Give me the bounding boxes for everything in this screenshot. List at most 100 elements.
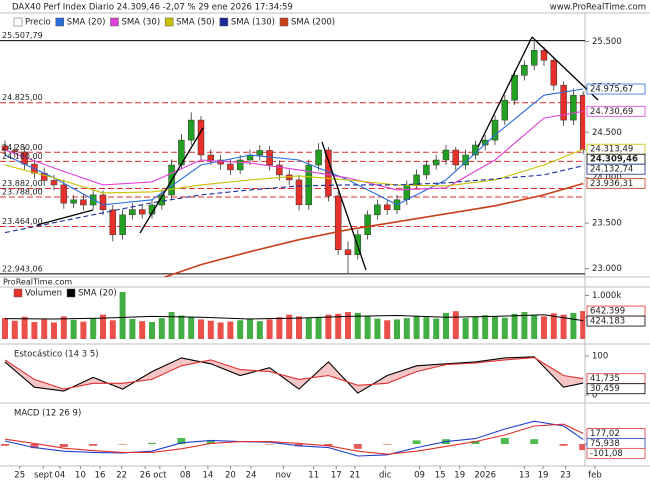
legend-label: SMA (30) xyxy=(121,18,160,28)
x-tick-label: dic xyxy=(379,471,392,481)
legend-swatch xyxy=(66,288,76,298)
volume-bar xyxy=(207,320,214,339)
histogram-bar xyxy=(265,444,274,445)
volume-bar xyxy=(511,313,518,339)
volume-bar xyxy=(364,316,371,339)
indicator-line xyxy=(4,110,584,191)
macd-plot xyxy=(1,420,585,457)
volume-bar xyxy=(443,312,449,339)
volume-bar xyxy=(139,321,146,339)
indicator-line xyxy=(4,423,584,455)
x-tick-label: 17 xyxy=(331,471,342,481)
volume-bar xyxy=(570,312,577,339)
histogram-bar xyxy=(295,444,303,447)
volume-bar xyxy=(237,320,244,339)
level-label: 22.943,06 xyxy=(2,264,43,273)
candle-body xyxy=(305,164,313,206)
histogram-bar xyxy=(559,444,568,446)
histogram-bar xyxy=(383,444,392,445)
volume-bar xyxy=(90,318,97,339)
volume-bar xyxy=(541,316,547,339)
candle-body xyxy=(109,209,117,235)
candle-body xyxy=(276,164,283,176)
volume-bar xyxy=(11,320,18,339)
indicator-line xyxy=(4,356,584,394)
candle-body xyxy=(521,65,528,76)
volume-bar xyxy=(178,315,185,339)
candle-body xyxy=(158,194,166,206)
volume-bar xyxy=(149,322,155,339)
y-tick-label: 100 xyxy=(592,352,608,362)
candle-body xyxy=(227,163,234,171)
candle-body xyxy=(295,179,303,206)
level-label: 23.788,00 xyxy=(2,188,43,197)
trend-line xyxy=(477,36,533,148)
x-tick-label: 2026 xyxy=(474,471,496,481)
volume-bar xyxy=(354,312,361,339)
volume-bar xyxy=(100,314,106,339)
candle-body xyxy=(501,99,509,121)
trend-line xyxy=(321,141,367,271)
x-tick-label: 26 xyxy=(140,471,151,481)
volume-bar xyxy=(60,316,67,339)
value-label: 24.132,74 xyxy=(590,165,633,175)
candle-body xyxy=(364,214,371,235)
x-tick-label: oct xyxy=(153,471,167,481)
candle-body xyxy=(481,139,489,146)
value-label: 24.730,69 xyxy=(590,107,633,117)
histogram-bar xyxy=(148,442,156,444)
volume-bar xyxy=(521,312,528,339)
indicator-line xyxy=(4,88,584,206)
histogram-bar xyxy=(1,444,9,446)
legend-label: SMA (130) xyxy=(231,18,275,28)
volume-bar xyxy=(168,312,175,339)
x-tick-label: 13 xyxy=(519,471,530,481)
volume-bar xyxy=(119,292,126,339)
level-label: 24.825,00 xyxy=(2,93,43,102)
x-tick-label: 24 xyxy=(246,471,257,481)
candle-body xyxy=(530,50,538,66)
y-tick-label: 25.500 xyxy=(592,37,622,47)
value-box xyxy=(586,383,646,395)
indicator-line xyxy=(162,182,584,277)
candle-body xyxy=(60,184,68,204)
x-tick-label: 04 xyxy=(54,471,65,481)
volume-bar xyxy=(286,314,293,339)
volume-bar xyxy=(305,318,312,339)
y-tick-label: 0 xyxy=(592,391,597,401)
candle-body xyxy=(403,184,411,201)
volume-bar xyxy=(129,319,136,339)
candle-body xyxy=(80,199,87,206)
value-label: -101,08 xyxy=(590,449,623,459)
y-tick-label: 24.500 xyxy=(592,128,622,138)
x-tick-label: 25 xyxy=(14,471,25,481)
x-tick-label: 22 xyxy=(116,471,127,481)
value-label: 41,735 xyxy=(590,374,620,384)
candle-body xyxy=(550,60,558,86)
candle-body xyxy=(560,84,567,121)
volume-bar xyxy=(501,317,508,339)
volume-bar xyxy=(550,313,557,339)
level-label: 24.180,00 xyxy=(2,152,43,161)
trend-line xyxy=(139,127,204,234)
histogram-bar xyxy=(530,439,539,444)
value-label: 177,02 xyxy=(590,429,620,439)
volume-bar xyxy=(41,319,48,339)
value-label: 642.399 xyxy=(590,307,625,317)
candle-body xyxy=(413,174,420,186)
candle-body xyxy=(344,249,352,255)
volume-bar xyxy=(31,322,38,339)
histogram-bar xyxy=(471,441,480,444)
indicator-line xyxy=(4,165,584,234)
legend-swatch xyxy=(110,17,119,27)
candle-body xyxy=(138,209,146,215)
candle-body xyxy=(511,75,518,101)
histogram-bar xyxy=(30,444,39,449)
value-box xyxy=(586,447,646,459)
volume-bar xyxy=(472,316,479,339)
x-tick-label: 20 xyxy=(225,471,236,481)
legend-label: SMA (200) xyxy=(291,18,335,28)
x-tick-label: 08 xyxy=(180,471,191,481)
level-label: 25.507,79 xyxy=(2,31,43,40)
